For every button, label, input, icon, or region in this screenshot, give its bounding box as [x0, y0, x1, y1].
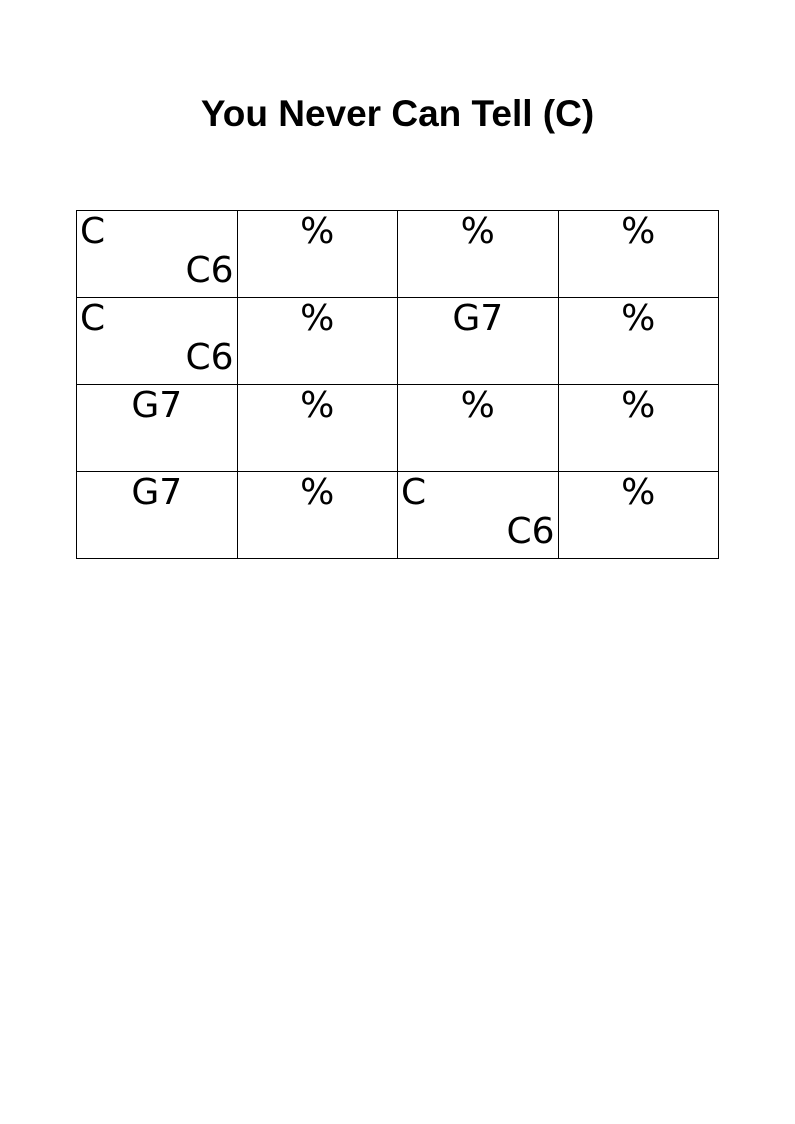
repeat-measure-sign: % — [621, 211, 656, 252]
measure-content: % — [559, 472, 719, 558]
measure-cell: % — [236, 471, 398, 559]
measure-content: C C6 — [77, 211, 237, 297]
measure-cell: C C6 — [397, 471, 559, 559]
chord-symbol: G7 — [452, 298, 504, 339]
measure-cell: G7 — [397, 297, 559, 385]
measure-content: % — [559, 211, 719, 297]
repeat-measure-sign: % — [460, 211, 495, 252]
measure-cell: % — [397, 210, 559, 298]
repeat-measure-sign: % — [460, 385, 495, 426]
measure-cell: % — [236, 384, 398, 472]
chord-second-half: C6 — [185, 250, 234, 291]
chord-first-half: C — [80, 298, 106, 339]
chart-row: G7%%% — [76, 384, 719, 472]
measure-cell: G7 — [76, 384, 238, 472]
measure-cell: % — [557, 471, 719, 559]
repeat-measure-sign: % — [621, 385, 656, 426]
measure-cell: C C6 — [76, 210, 238, 298]
repeat-measure-sign: % — [300, 298, 335, 339]
measure-content: C C6 — [398, 472, 558, 558]
measure-cell: % — [236, 297, 398, 385]
repeat-measure-sign: % — [621, 298, 656, 339]
measure-cell: % — [557, 384, 719, 472]
chord-second-half: C6 — [185, 337, 234, 378]
repeat-measure-sign: % — [621, 472, 656, 513]
chord-symbol: G7 — [131, 385, 183, 426]
chart-row: C C6% G7% — [76, 297, 719, 385]
measure-cell: % — [236, 210, 398, 298]
repeat-measure-sign: % — [300, 385, 335, 426]
chord-first-half: C — [401, 472, 427, 513]
measure-cell: % — [397, 384, 559, 472]
chord-chart-body: C C6%%% C C6% G7% G7%%% G7% C C6% — [76, 210, 719, 559]
repeat-measure-sign: % — [300, 472, 335, 513]
chord-symbol: G7 — [131, 472, 183, 513]
chord-first-half: C — [80, 211, 106, 252]
measure-content: % — [398, 385, 558, 471]
page-title: You Never Can Tell (C) — [200, 93, 595, 134]
measure-content: % — [238, 472, 398, 558]
measure-cell: % — [557, 210, 719, 298]
measure-content: C C6 — [77, 298, 237, 384]
repeat-measure-sign: % — [300, 211, 335, 252]
measure-content: % — [238, 385, 398, 471]
measure-content: % — [559, 298, 719, 384]
measure-content: % — [238, 298, 398, 384]
measure-cell: G7 — [76, 471, 238, 559]
measure-cell: % — [557, 297, 719, 385]
chart-row: C C6%%% — [76, 210, 719, 298]
chart-row: G7% C C6% — [76, 471, 719, 559]
measure-cell: C C6 — [76, 297, 238, 385]
measure-content: G7 — [398, 298, 558, 384]
measure-content: % — [559, 385, 719, 471]
measure-content: G7 — [77, 385, 237, 471]
measure-content: % — [238, 211, 398, 297]
measure-content: % — [398, 211, 558, 297]
measure-content: G7 — [77, 472, 237, 558]
chord-second-half: C6 — [506, 511, 555, 552]
chord-chart: C C6%%% C C6% G7% G7%%% G7% C C6% — [76, 210, 719, 559]
